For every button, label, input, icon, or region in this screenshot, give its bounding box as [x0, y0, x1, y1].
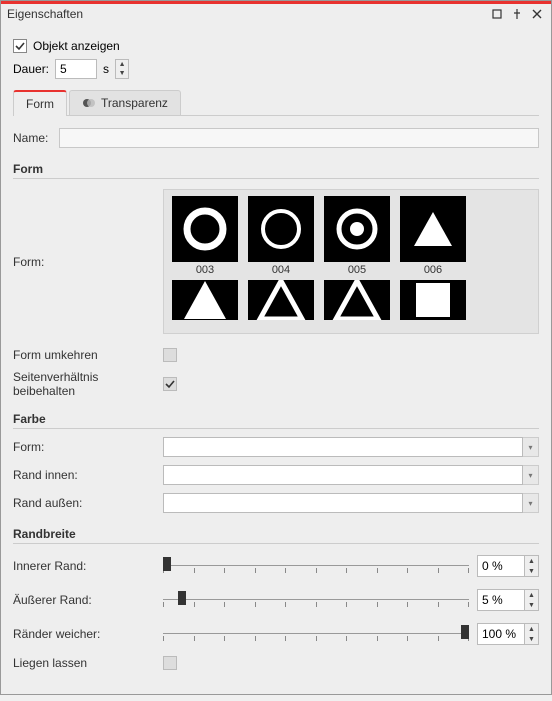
form-label: Form: [13, 189, 163, 334]
properties-window: Eigenschaften Objekt anzeigen Dauer: s ▲… [0, 0, 552, 695]
shape-gallery[interactable]: 003 004 005 006 [163, 189, 539, 334]
tab-form[interactable]: Form [13, 90, 67, 116]
show-object-checkbox[interactable] [13, 39, 27, 53]
shape-003-label: 003 [196, 264, 214, 276]
outer-border-value[interactable]: 5 % [477, 589, 525, 611]
window-title: Eigenschaften [7, 7, 485, 21]
color-form-dropdown[interactable]: ▾ [523, 437, 539, 457]
tabs: Form Transparenz [13, 89, 539, 116]
shape-r2c1[interactable] [172, 280, 238, 320]
show-object-label: Objekt anzeigen [33, 39, 120, 53]
tab-transparency[interactable]: Transparenz [69, 90, 181, 115]
shape-006[interactable] [400, 196, 466, 262]
inner-border-label: Innerer Rand: [13, 559, 163, 573]
color-outer-label: Rand außen: [13, 496, 163, 510]
color-inner-swatch[interactable] [163, 465, 523, 485]
shape-004-label: 004 [272, 264, 290, 276]
outer-border-slider[interactable] [163, 588, 469, 612]
section-borderwidth-header: Randbreite [13, 527, 539, 544]
outer-border-label: Äußerer Rand: [13, 593, 163, 607]
keep-aspect-label: Seitenverhältnis beibehalten [13, 370, 163, 398]
keep-aspect-checkbox[interactable] [163, 377, 177, 391]
invert-form-checkbox[interactable] [163, 348, 177, 362]
inner-border-stepper[interactable]: ▲▼ [525, 555, 539, 577]
soften-slider[interactable] [163, 622, 469, 646]
duration-input[interactable] [55, 59, 97, 79]
duration-label: Dauer: [13, 62, 49, 76]
soften-label: Ränder weicher: [13, 627, 163, 641]
close-icon[interactable] [529, 6, 545, 22]
window-state-icon[interactable] [489, 6, 505, 22]
shape-003[interactable] [172, 196, 238, 262]
color-form-label: Form: [13, 440, 163, 454]
section-form-header: Form [13, 162, 539, 179]
leavebe-checkbox[interactable] [163, 656, 177, 670]
outer-border-stepper[interactable]: ▲▼ [525, 589, 539, 611]
section-color-header: Farbe [13, 412, 539, 429]
invert-form-label: Form umkehren [13, 348, 163, 362]
name-label: Name: [13, 131, 59, 145]
titlebar: Eigenschaften [1, 1, 551, 23]
shape-r2c2[interactable] [248, 280, 314, 320]
soften-value[interactable]: 100 % [477, 623, 525, 645]
soften-stepper[interactable]: ▲▼ [525, 623, 539, 645]
inner-border-slider[interactable] [163, 554, 469, 578]
color-form-swatch[interactable] [163, 437, 523, 457]
tab-form-label: Form [26, 97, 54, 111]
transparency-icon [82, 96, 96, 110]
color-inner-dropdown[interactable]: ▾ [523, 465, 539, 485]
duration-unit: s [103, 62, 109, 76]
shape-005[interactable] [324, 196, 390, 262]
shape-005-label: 005 [348, 264, 366, 276]
inner-border-value[interactable]: 0 % [477, 555, 525, 577]
color-outer-dropdown[interactable]: ▾ [523, 493, 539, 513]
tab-transparency-label: Transparenz [101, 96, 168, 110]
leavebe-label: Liegen lassen [13, 656, 163, 670]
shape-006-label: 006 [424, 264, 442, 276]
duration-stepper[interactable]: ▲▼ [115, 59, 129, 79]
color-outer-swatch[interactable] [163, 493, 523, 513]
pin-icon[interactable] [509, 6, 525, 22]
shape-004[interactable] [248, 196, 314, 262]
shape-r2c3[interactable] [324, 280, 390, 320]
color-inner-label: Rand innen: [13, 468, 163, 482]
name-input[interactable] [59, 128, 539, 148]
shape-r2c4[interactable] [400, 280, 466, 320]
